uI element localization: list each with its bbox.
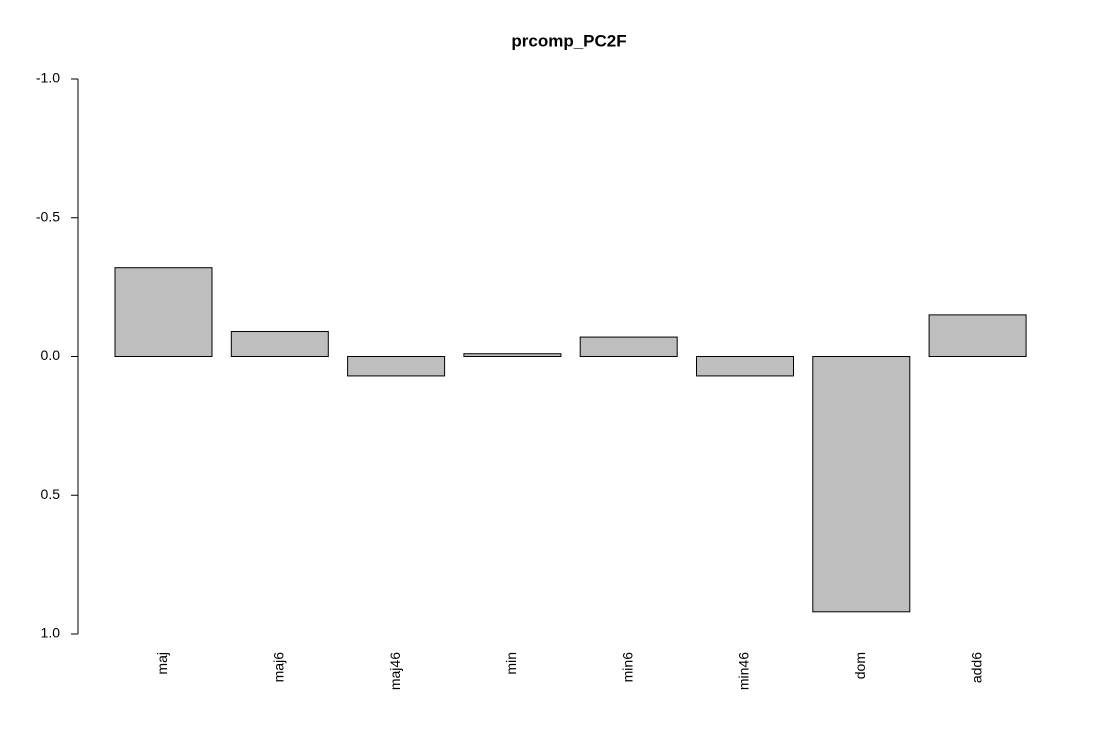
y-tick-label: 0.0: [41, 347, 61, 363]
bar: [347, 356, 446, 377]
y-tick-label: -1.0: [36, 70, 60, 86]
x-tick-label: min: [503, 652, 519, 675]
x-tick-label: maj: [154, 652, 170, 675]
bar: [812, 356, 911, 613]
bar: [114, 267, 213, 358]
x-tick-label: dom: [852, 652, 868, 679]
y-tick-label: -0.5: [36, 208, 60, 224]
x-tick-label: maj6: [271, 652, 287, 683]
bar: [696, 356, 794, 377]
x-tick-label: maj46: [387, 652, 403, 690]
chart-title: prcomp_PC2F: [511, 31, 626, 50]
bar: [230, 331, 329, 357]
x-tick-label: min46: [736, 652, 752, 690]
y-tick-label: 1.0: [41, 625, 61, 641]
x-tick-label: add6: [968, 652, 984, 683]
bar: [579, 336, 678, 358]
y-tick-label: 0.5: [41, 486, 61, 502]
bar: [928, 314, 1027, 357]
bar: [463, 353, 562, 358]
x-tick-label: min6: [619, 652, 635, 683]
